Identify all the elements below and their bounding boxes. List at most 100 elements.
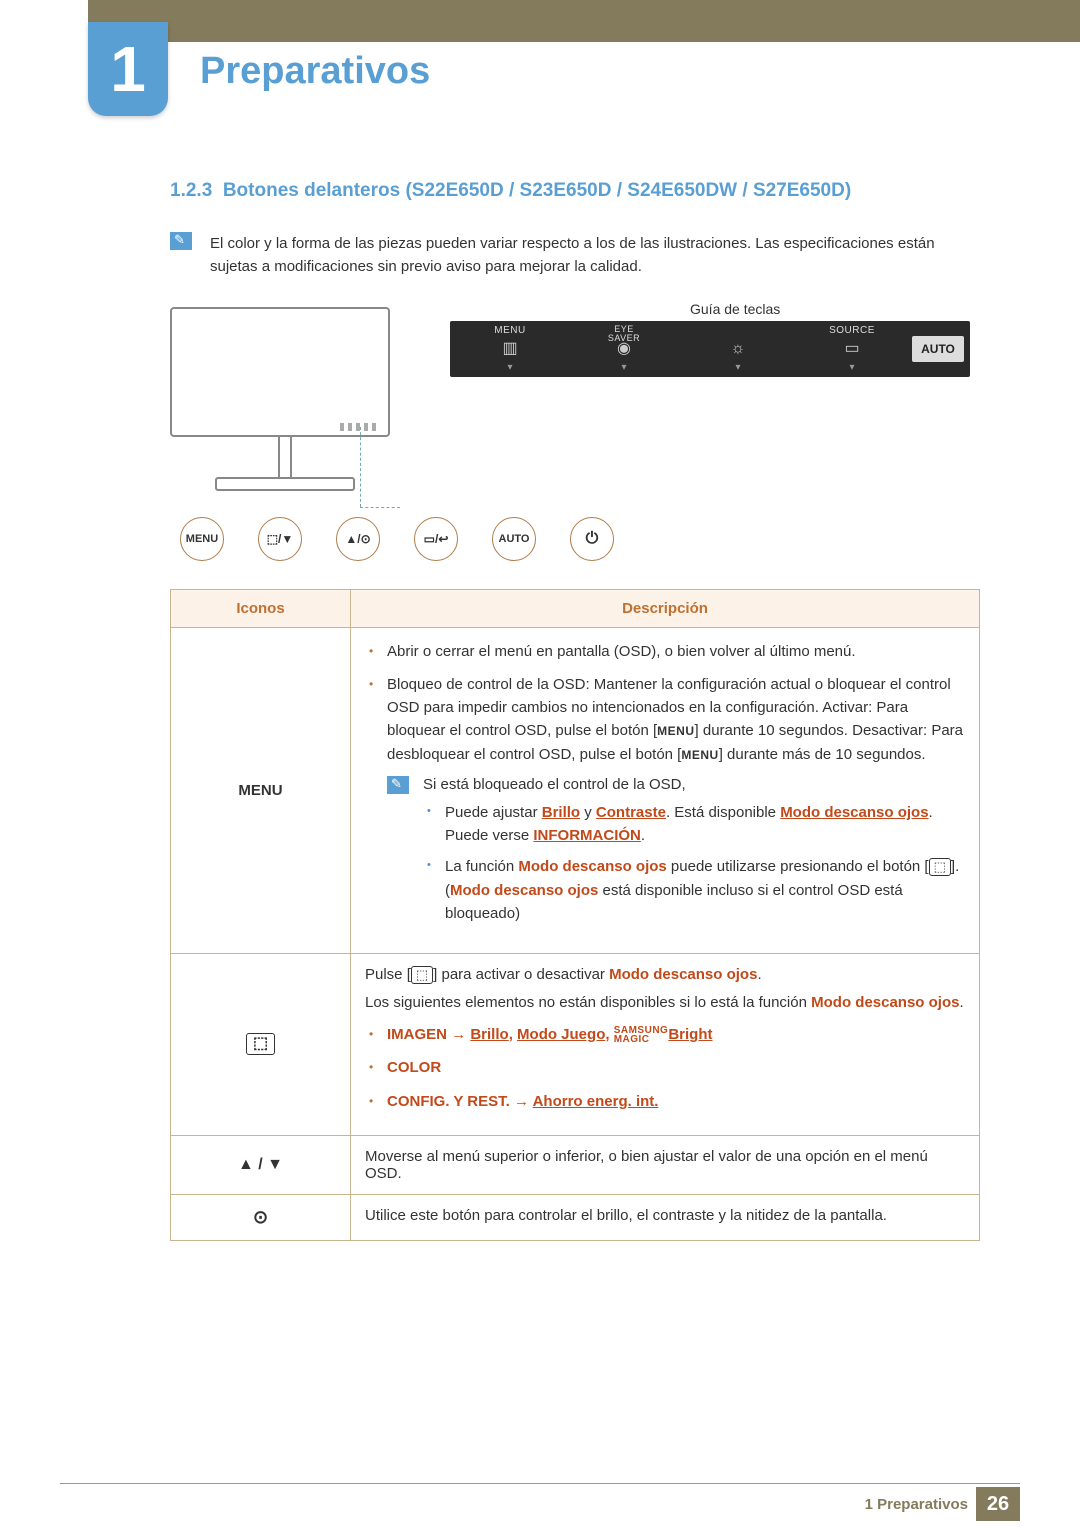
up-target-button: ▲/⊙ [336, 517, 380, 561]
page-content: 1.2.3 Botones delanteros (S22E650D / S23… [170, 180, 980, 1241]
link-brillo[interactable]: Brillo [470, 1026, 508, 1043]
sub-note-text: Si está bloqueado el control de la OSD, [423, 776, 965, 793]
up-triangle-icon: ▲ [345, 532, 357, 546]
eyesaver-button-icon: ⬚ [929, 858, 951, 876]
header-icons: Iconos [171, 589, 351, 627]
cell-desc-menu: Abrir o cerrar el menú en pantalla (OSD)… [351, 627, 980, 954]
table-row: ⬚ Pulse [⬚] para activar o desactivar Mo… [171, 954, 980, 1136]
note-text: El color y la forma de las piezas pueden… [210, 232, 980, 279]
table-row: ⊙ Utilice este botón para controlar el b… [171, 1194, 980, 1240]
osd-eyesaver: EYE SAVER ◉ ▾ [570, 325, 678, 373]
table-header-row: Iconos Descripción [171, 589, 980, 627]
eyesaver-icon: ◉ [617, 340, 631, 358]
osd-eyesaver-label: EYE SAVER [608, 325, 640, 337]
list-item: CONFIG. Y REST. → Ahorro energ. int. [365, 1090, 965, 1113]
cell-desc-eyesaver: Pulse [⬚] para activar o desactivar Modo… [351, 954, 980, 1136]
cell-icon-target: ⊙ [171, 1194, 351, 1240]
list-item: La función Modo descanso ojos puede util… [423, 855, 965, 925]
down-triangle-icon: ▼ [281, 532, 293, 546]
header-desc: Descripción [351, 589, 980, 627]
auto-button: AUTO [492, 517, 536, 561]
callout-line [360, 427, 361, 507]
monitor-neck [278, 437, 292, 477]
hl-modo-descanso: Modo descanso ojos [450, 882, 598, 899]
hl-config: CONFIG. Y REST. [387, 1093, 510, 1110]
eyesaver-icon: ⬚ [246, 1033, 275, 1055]
section-number: 1.2.3 [170, 180, 212, 201]
list-item: Abrir o cerrar el menú en pantalla (OSD)… [365, 640, 965, 663]
link-contraste[interactable]: Contraste [596, 804, 666, 821]
cell-icon-updown: ▲ / ▼ [171, 1135, 351, 1194]
page-number-badge: 26 [976, 1487, 1020, 1521]
note-icon [387, 776, 409, 794]
diagram: Guía de teclas MENU ▥ ▾ EYE SAVER ◉ ▾ ☼ … [170, 307, 980, 567]
target-icon: ⊙ [361, 532, 371, 546]
monitor-illustration [170, 307, 400, 491]
osd-menu-label: MENU [494, 325, 525, 337]
return-icon: ↩ [438, 532, 448, 546]
down-arrow-icon: ▾ [849, 362, 854, 373]
sub-note: Si está bloqueado el control de la OSD, … [387, 776, 965, 933]
eyesaver-down-button: ⬚/▼ [258, 517, 302, 561]
cell-icon-eyesaver: ⬚ [171, 954, 351, 1136]
eyesaver-button-icon: ⬚ [411, 966, 433, 984]
osd-source-label: SOURCE [829, 325, 875, 337]
osd-auto: AUTO [912, 336, 964, 362]
keyguide-label: Guía de teclas [690, 301, 780, 317]
osd-bar: MENU ▥ ▾ EYE SAVER ◉ ▾ ☼ ▾ SOURCE ▭ ▾ AU… [450, 321, 970, 377]
source-icon: ▭ [844, 340, 859, 358]
hl-imagen: IMAGEN [387, 1026, 447, 1043]
osd-blank-label [736, 325, 739, 337]
power-button: ⏻ [570, 517, 614, 561]
down-arrow-icon: ▾ [507, 362, 512, 373]
source-return-button: ▭/↩ [414, 517, 458, 561]
cell-desc-target: Utilice este botón para controlar el bri… [351, 1194, 980, 1240]
cell-desc-updown: Moverse al menú superior o inferior, o b… [351, 1135, 980, 1194]
section-title: Botones delanteros (S22E650D / S23E650D … [223, 180, 851, 201]
link-informacion[interactable]: INFORMACIÓN [533, 827, 641, 844]
table-row: ▲ / ▼ Moverse al menú superior o inferio… [171, 1135, 980, 1194]
callout-line [360, 507, 400, 508]
list-item: COLOR [365, 1056, 965, 1079]
link-ahorro[interactable]: Ahorro energ. int. [533, 1093, 659, 1110]
monitor-base [215, 477, 355, 491]
physical-buttons-row: MENU ⬚/▼ ▲/⊙ ▭/↩ AUTO ⏻ [180, 517, 614, 561]
link-modo-juego[interactable]: Modo Juego [517, 1026, 605, 1043]
note-icon [170, 232, 192, 250]
down-arrow-icon: ▾ [735, 362, 740, 373]
eyesaver-icon: ⬚ [267, 532, 278, 546]
list-item: IMAGEN → Brillo, Modo Juego, SAMSUNG MAG… [365, 1023, 965, 1046]
note-block: El color y la forma de las piezas pueden… [170, 232, 980, 279]
down-arrow-icon: ▾ [621, 362, 626, 373]
table-row: MENU Abrir o cerrar el menú en pantalla … [171, 627, 980, 954]
list-item: Puede ajustar Brillo y Contraste. Está d… [423, 801, 965, 848]
menu-button: MENU [180, 517, 224, 561]
hl-modo-descanso: Modo descanso ojos [518, 858, 666, 875]
chapter-number-badge: 1 [88, 22, 168, 116]
menu-icon: ▥ [502, 340, 517, 358]
menu-label-inline: MENU [681, 748, 718, 762]
link-modo-descanso[interactable]: Modo descanso ojos [780, 804, 928, 821]
osd-brightness: ☼ ▾ [684, 325, 792, 373]
monitor-screen [170, 307, 390, 437]
link-brillo[interactable]: Brillo [542, 804, 580, 821]
osd-menu: MENU ▥ ▾ [456, 325, 564, 373]
cell-icon-menu: MENU [171, 627, 351, 954]
menu-label-inline: MENU [657, 724, 694, 738]
brightness-icon: ☼ [731, 340, 746, 358]
section-heading: 1.2.3 Botones delanteros (S22E650D / S23… [170, 180, 980, 202]
hl-color: COLOR [387, 1059, 441, 1076]
top-bar-notch [0, 0, 88, 42]
osd-source: SOURCE ▭ ▾ [798, 325, 906, 373]
hl-modo-descanso: Modo descanso ojos [609, 966, 757, 983]
hl-modo-descanso: Modo descanso ojos [811, 994, 959, 1011]
buttons-table: Iconos Descripción MENU Abrir o cerrar e… [170, 589, 980, 1241]
chapter-title: Preparativos [200, 50, 430, 93]
link-bright[interactable]: Bright [668, 1026, 712, 1043]
footer-divider [60, 1483, 1020, 1484]
page-footer: 1 Preparativos 26 [0, 1483, 1080, 1527]
footer-chapter-label: 1 Preparativos [865, 1496, 968, 1513]
samsung-magic-label: SAMSUNG MAGIC [614, 1026, 669, 1044]
list-item: Bloqueo de control de la OSD: Mantener l… [365, 673, 965, 766]
source-icon: ▭ [424, 532, 435, 546]
